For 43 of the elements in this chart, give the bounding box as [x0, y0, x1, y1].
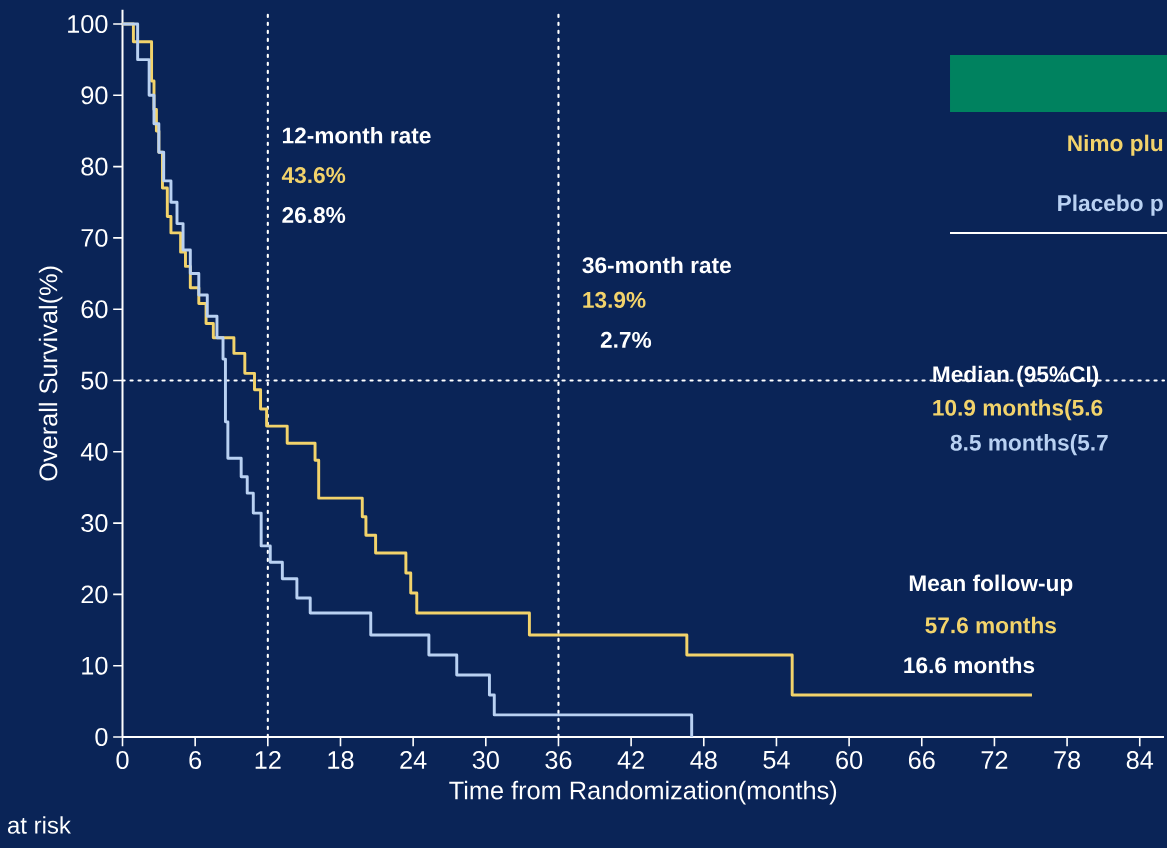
y-tick-label: 80: [81, 157, 108, 176]
annotation: Mean follow-up: [909, 574, 1073, 596]
y-tick-label: 0: [95, 728, 108, 746]
x-tick-label: 6: [189, 751, 202, 769]
y-tick-label: 10: [82, 656, 108, 675]
annotation: Median (95%CI): [933, 365, 1099, 387]
x-tick-label: 12: [255, 751, 281, 769]
y-tick-label: 50: [81, 371, 108, 390]
annotation: 10.9 months(5.6: [933, 399, 1103, 421]
annotation: 26.8%: [282, 207, 346, 224]
text: at risk: [7, 816, 71, 834]
x-tick-label: 60: [836, 751, 863, 769]
y-tick-label: 40: [80, 442, 108, 461]
annotation: 36-month rate: [582, 256, 731, 274]
x-tick-label: 24: [400, 751, 427, 769]
annotation: 16.6 months: [904, 656, 1035, 674]
annotation: 2.7%: [600, 331, 652, 348]
y-tick-label: 30: [81, 514, 108, 533]
y-axis-title: Overall Survival(%): [38, 266, 63, 481]
x-tick-label: 72: [981, 751, 1008, 769]
x-tick-label: 66: [908, 751, 935, 769]
y-tick-label: 90: [81, 86, 108, 105]
x-tick-label: 54: [763, 751, 790, 769]
y-tick-label: 100: [68, 15, 108, 33]
x-tick-label: 36: [545, 751, 572, 769]
annotation: 13.9%: [583, 291, 646, 308]
y-tick-label: 20: [81, 585, 108, 604]
x-tick-label: 30: [472, 751, 499, 769]
annotation: 12-month rate: [282, 126, 431, 144]
x-tick-label: 18: [328, 751, 354, 769]
annotation: 8.5 months(5.7: [950, 434, 1108, 456]
x-tick-label: 84: [1126, 751, 1154, 769]
x-tick-label: 0: [116, 751, 129, 769]
x-axis-title: Time from Randomization(months): [449, 780, 837, 805]
text: Nimo plu: [1068, 134, 1163, 156]
x-tick-label: 78: [1054, 751, 1081, 769]
text: Placebo p: [1058, 194, 1163, 216]
y-tick-label: 70: [81, 228, 108, 247]
y-tick-label: 60: [81, 300, 108, 319]
annotation: 43.6%: [281, 167, 346, 184]
x-tick-label: 48: [690, 751, 717, 769]
x-tick-label: 42: [617, 751, 644, 769]
annotation: 57.6 months: [925, 616, 1056, 634]
